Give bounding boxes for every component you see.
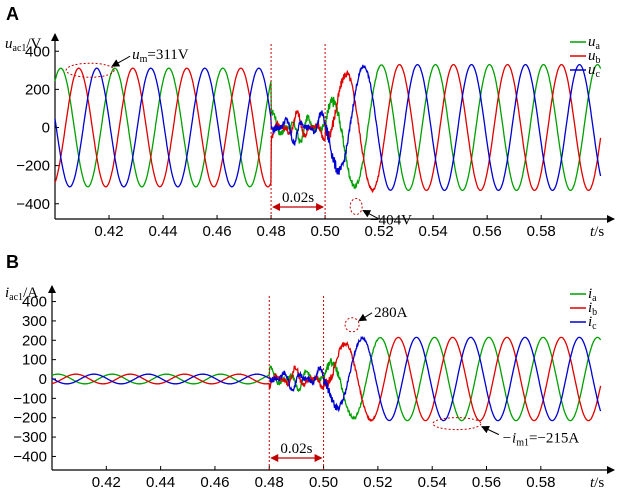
current-amplitude-ellipse [432, 417, 482, 431]
x-tick-label: 0.54 [419, 223, 448, 240]
current-amplitude-annotation: −im1=−215A [502, 431, 579, 449]
series-line-ua [54, 63, 602, 192]
y-tick-label: 0 [42, 120, 50, 137]
x-axis-title: t/s [590, 475, 604, 491]
legend-entry: ua [588, 34, 601, 52]
x-tick-label: 0.42 [92, 474, 121, 491]
x-tick-label: 0.50 [310, 223, 339, 240]
legend-entry: ia [588, 286, 597, 304]
x-tick-label: 0.46 [200, 474, 229, 491]
x-tick-label: 0.44 [148, 223, 177, 240]
panel-label: B [6, 252, 19, 272]
x-tick-label: 0.58 [526, 474, 555, 491]
y-tick-label: 200 [25, 81, 50, 98]
y-tick-label: 100 [22, 352, 47, 369]
peak-annotation: −404V [370, 213, 412, 229]
x-tick-label: 0.58 [527, 223, 556, 240]
legend-entry: ic [588, 314, 597, 332]
panel-label: A [6, 4, 19, 24]
x-tick-label: 0.56 [473, 223, 502, 240]
y-axis-title: iac1/A [5, 285, 38, 303]
current-peak-ellipse [344, 317, 360, 333]
x-tick-label: 0.52 [365, 223, 394, 240]
y-tick-label: 300 [22, 313, 47, 330]
series-line-ic [51, 335, 602, 422]
peak-arrow [362, 210, 379, 219]
amplitude-annotation: um=311V [132, 47, 189, 65]
x-tick-label: 0.52 [363, 474, 392, 491]
amplitude-arrow [111, 55, 131, 67]
y-tick-label: 400 [22, 294, 47, 311]
series-line-ia [51, 336, 602, 422]
y-tick-label: 400 [25, 43, 50, 60]
x-tick-label: 0.48 [256, 223, 285, 240]
x-tick-label: 0.50 [309, 474, 338, 491]
current-peak-arrow [358, 312, 373, 322]
y-tick-label: −200 [16, 158, 50, 175]
x-tick-label: 0.54 [418, 474, 447, 491]
y-tick-label: −100 [13, 390, 47, 407]
x-tick-label: 0.44 [146, 474, 175, 491]
amplitude-marker-ellipse [65, 62, 115, 78]
legend-entry: uc [588, 62, 601, 80]
y-tick-label: −300 [13, 429, 47, 446]
series-line-uc [54, 63, 602, 192]
fault-interval-label: 0.02s [280, 441, 312, 457]
current-peak-annotation: 280A [374, 305, 408, 321]
x-tick-label: 0.56 [472, 474, 501, 491]
x-tick-label: 0.46 [202, 223, 231, 240]
y-tick-label: 0 [39, 371, 47, 388]
fault-interval-label: 0.02s [282, 190, 314, 206]
current-amplitude-arrow [481, 425, 500, 436]
x-tick-label: 0.42 [94, 223, 123, 240]
x-axis-title: t/s [590, 224, 604, 240]
x-tick-label: 0.48 [255, 474, 284, 491]
legend-entry: ub [588, 48, 601, 66]
peak-marker-ellipse [349, 198, 363, 216]
legend-entry: ib [588, 300, 597, 318]
y-tick-label: 200 [22, 332, 47, 349]
y-tick-label: −400 [13, 448, 47, 465]
series-line-ib [51, 336, 602, 423]
y-tick-label: −200 [13, 410, 47, 427]
y-tick-label: −400 [16, 196, 50, 213]
y-axis-title: uac1/V [5, 36, 42, 54]
